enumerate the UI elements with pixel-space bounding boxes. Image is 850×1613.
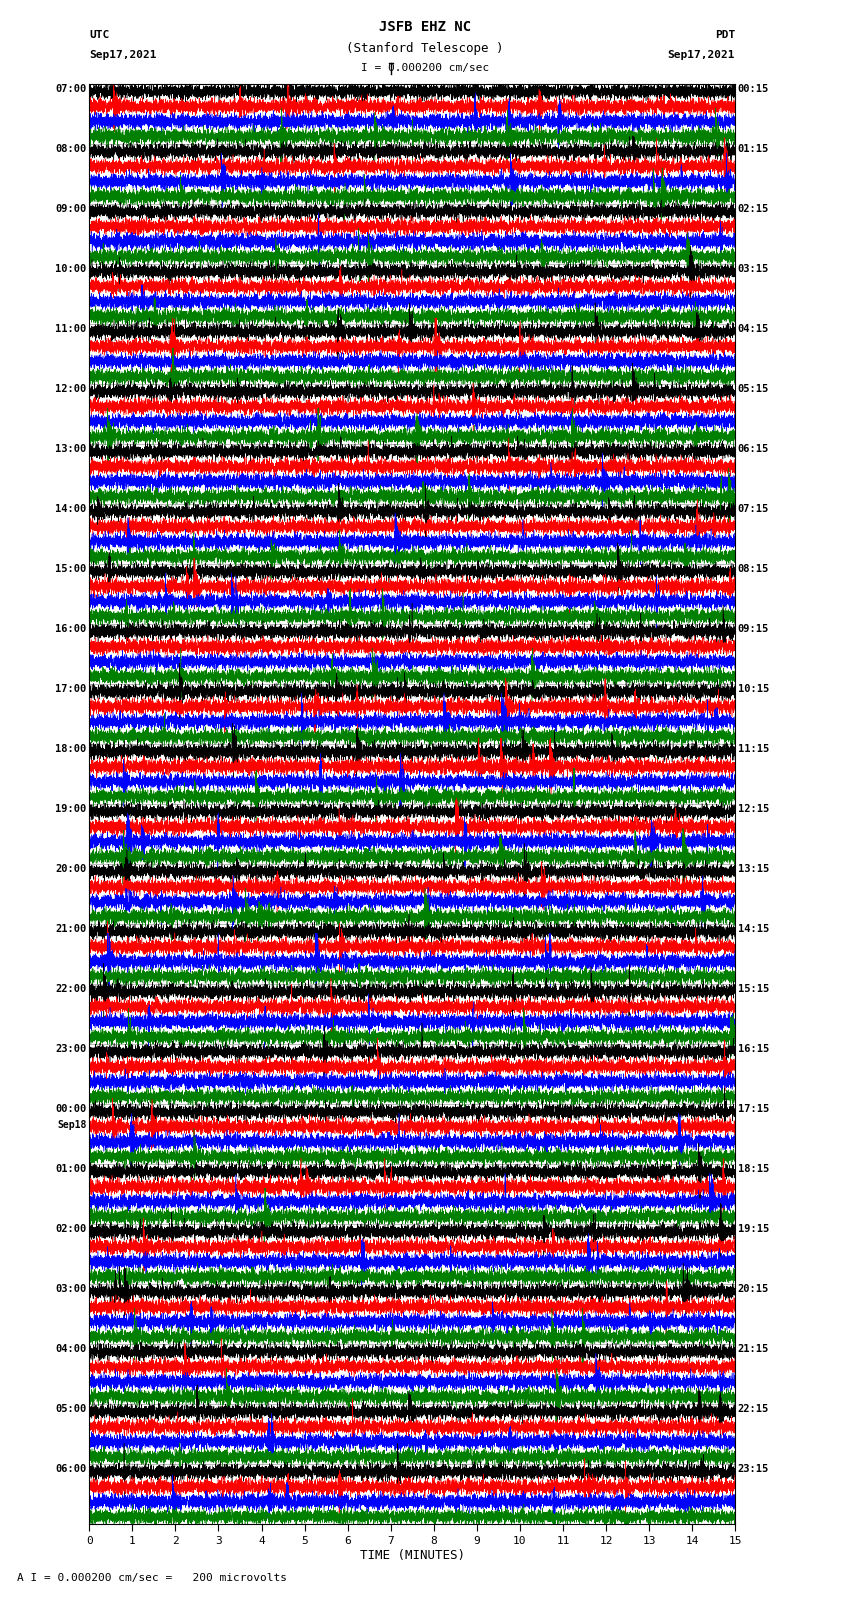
Text: 21:15: 21:15 bbox=[738, 1344, 769, 1355]
Text: 09:00: 09:00 bbox=[55, 203, 87, 215]
Text: 16:15: 16:15 bbox=[738, 1044, 769, 1055]
Text: 19:15: 19:15 bbox=[738, 1224, 769, 1234]
Text: 01:15: 01:15 bbox=[738, 144, 769, 153]
Text: UTC: UTC bbox=[89, 31, 110, 40]
Text: 02:00: 02:00 bbox=[55, 1224, 87, 1234]
Text: 07:00: 07:00 bbox=[55, 84, 87, 94]
Text: 03:00: 03:00 bbox=[55, 1284, 87, 1294]
Text: Sep18: Sep18 bbox=[57, 1121, 87, 1131]
Text: 08:15: 08:15 bbox=[738, 565, 769, 574]
Text: 18:00: 18:00 bbox=[55, 744, 87, 753]
Text: JSFB EHZ NC: JSFB EHZ NC bbox=[379, 19, 471, 34]
Text: 05:15: 05:15 bbox=[738, 384, 769, 394]
Text: 10:00: 10:00 bbox=[55, 265, 87, 274]
Text: 05:00: 05:00 bbox=[55, 1405, 87, 1415]
Text: 14:15: 14:15 bbox=[738, 924, 769, 934]
Text: 22:00: 22:00 bbox=[55, 984, 87, 994]
Text: 02:15: 02:15 bbox=[738, 203, 769, 215]
Text: 17:00: 17:00 bbox=[55, 684, 87, 694]
Text: 09:15: 09:15 bbox=[738, 624, 769, 634]
X-axis label: TIME (MINUTES): TIME (MINUTES) bbox=[360, 1548, 465, 1561]
Text: 20:15: 20:15 bbox=[738, 1284, 769, 1294]
Text: 21:00: 21:00 bbox=[55, 924, 87, 934]
Text: (Stanford Telescope ): (Stanford Telescope ) bbox=[346, 42, 504, 55]
Text: 10:15: 10:15 bbox=[738, 684, 769, 694]
Text: 15:00: 15:00 bbox=[55, 565, 87, 574]
Text: 00:00: 00:00 bbox=[55, 1105, 87, 1115]
Text: 01:00: 01:00 bbox=[55, 1165, 87, 1174]
Text: 03:15: 03:15 bbox=[738, 265, 769, 274]
Text: 17:15: 17:15 bbox=[738, 1105, 769, 1115]
Text: 20:00: 20:00 bbox=[55, 865, 87, 874]
Text: 22:15: 22:15 bbox=[738, 1405, 769, 1415]
Text: A I = 0.000200 cm/sec =   200 microvolts: A I = 0.000200 cm/sec = 200 microvolts bbox=[17, 1573, 287, 1582]
Text: 04:15: 04:15 bbox=[738, 324, 769, 334]
Text: 14:00: 14:00 bbox=[55, 503, 87, 515]
Text: 23:15: 23:15 bbox=[738, 1465, 769, 1474]
Text: 06:15: 06:15 bbox=[738, 444, 769, 453]
Text: 16:00: 16:00 bbox=[55, 624, 87, 634]
Text: 18:15: 18:15 bbox=[738, 1165, 769, 1174]
Text: 04:00: 04:00 bbox=[55, 1344, 87, 1355]
Text: 19:00: 19:00 bbox=[55, 805, 87, 815]
Text: 08:00: 08:00 bbox=[55, 144, 87, 153]
Text: 12:15: 12:15 bbox=[738, 805, 769, 815]
Text: 11:15: 11:15 bbox=[738, 744, 769, 753]
Text: PDT: PDT bbox=[715, 31, 735, 40]
Text: I = 0.000200 cm/sec: I = 0.000200 cm/sec bbox=[361, 63, 489, 73]
Text: 07:15: 07:15 bbox=[738, 503, 769, 515]
Text: 11:00: 11:00 bbox=[55, 324, 87, 334]
Text: Sep17,2021: Sep17,2021 bbox=[668, 50, 735, 60]
Text: 23:00: 23:00 bbox=[55, 1044, 87, 1055]
Text: 13:15: 13:15 bbox=[738, 865, 769, 874]
Text: 12:00: 12:00 bbox=[55, 384, 87, 394]
Text: 00:15: 00:15 bbox=[738, 84, 769, 94]
Text: 06:00: 06:00 bbox=[55, 1465, 87, 1474]
Text: 13:00: 13:00 bbox=[55, 444, 87, 453]
Text: 15:15: 15:15 bbox=[738, 984, 769, 994]
Text: Sep17,2021: Sep17,2021 bbox=[89, 50, 156, 60]
